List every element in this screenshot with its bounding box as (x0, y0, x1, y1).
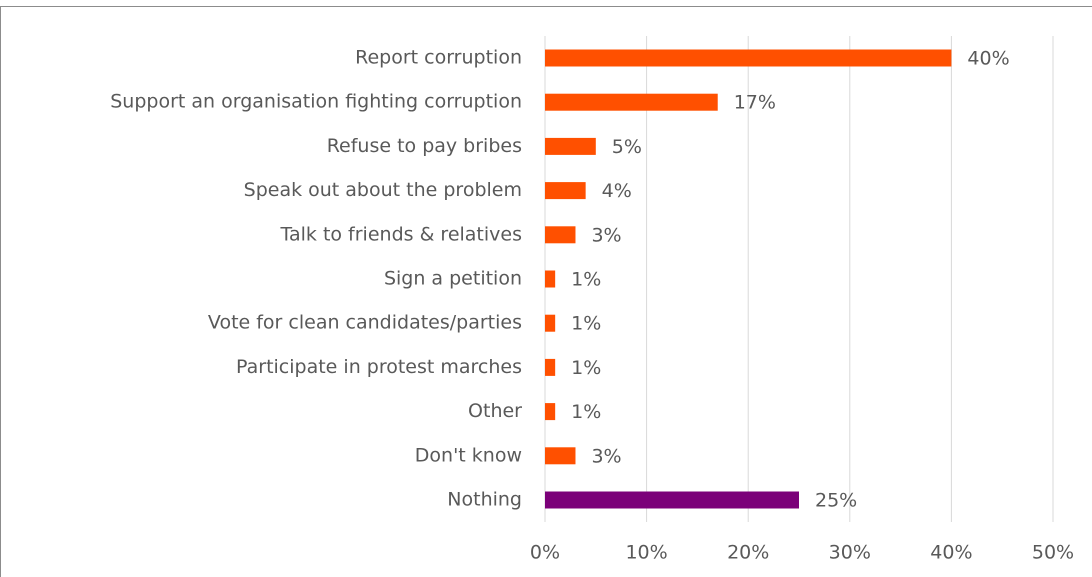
y-tick-label: Nothing (447, 489, 522, 511)
bar (545, 270, 556, 288)
y-tick-label: Talk to friends & relatives (280, 223, 522, 245)
value-label: 3% (591, 445, 621, 467)
y-tick-label: Report corruption (355, 47, 522, 69)
y-tick-label: Vote for clean candidates/parties (208, 312, 522, 334)
y-tick-label: Don't know (415, 444, 522, 466)
value-label: 1% (571, 357, 601, 379)
x-tick-label: 50% (1032, 542, 1074, 564)
value-label: 40% (967, 48, 1009, 70)
value-label: 25% (815, 490, 857, 512)
bar (545, 137, 596, 155)
y-tick-label: Sign a petition (384, 268, 522, 290)
x-tick-label: 40% (930, 542, 972, 564)
x-tick-label: 10% (625, 542, 667, 564)
bar (545, 447, 576, 465)
x-tick-label: 30% (829, 542, 871, 564)
y-tick-label: Other (468, 400, 522, 422)
bar (545, 491, 799, 509)
y-tick-label: Support an organisation fighting corrupt… (110, 91, 522, 113)
chart-border (0, 6, 1092, 577)
y-tick-label: Participate in protest marches (236, 356, 522, 378)
value-label: 5% (612, 136, 642, 158)
y-tick-label: Refuse to pay bribes (327, 135, 522, 157)
x-tick-label: 20% (727, 542, 769, 564)
bar (545, 49, 952, 67)
bar (545, 403, 556, 421)
bar (545, 358, 556, 376)
bar (545, 182, 586, 200)
value-label: 1% (571, 269, 601, 291)
value-label: 4% (602, 180, 632, 202)
value-label: 1% (571, 313, 601, 335)
bar (545, 314, 556, 332)
bar (545, 93, 718, 111)
value-label: 1% (571, 401, 601, 423)
x-tick-label: 0% (530, 542, 560, 564)
value-label: 17% (734, 92, 776, 114)
y-tick-label: Speak out about the problem (244, 179, 522, 201)
value-label: 3% (591, 224, 621, 246)
bar (545, 226, 576, 244)
